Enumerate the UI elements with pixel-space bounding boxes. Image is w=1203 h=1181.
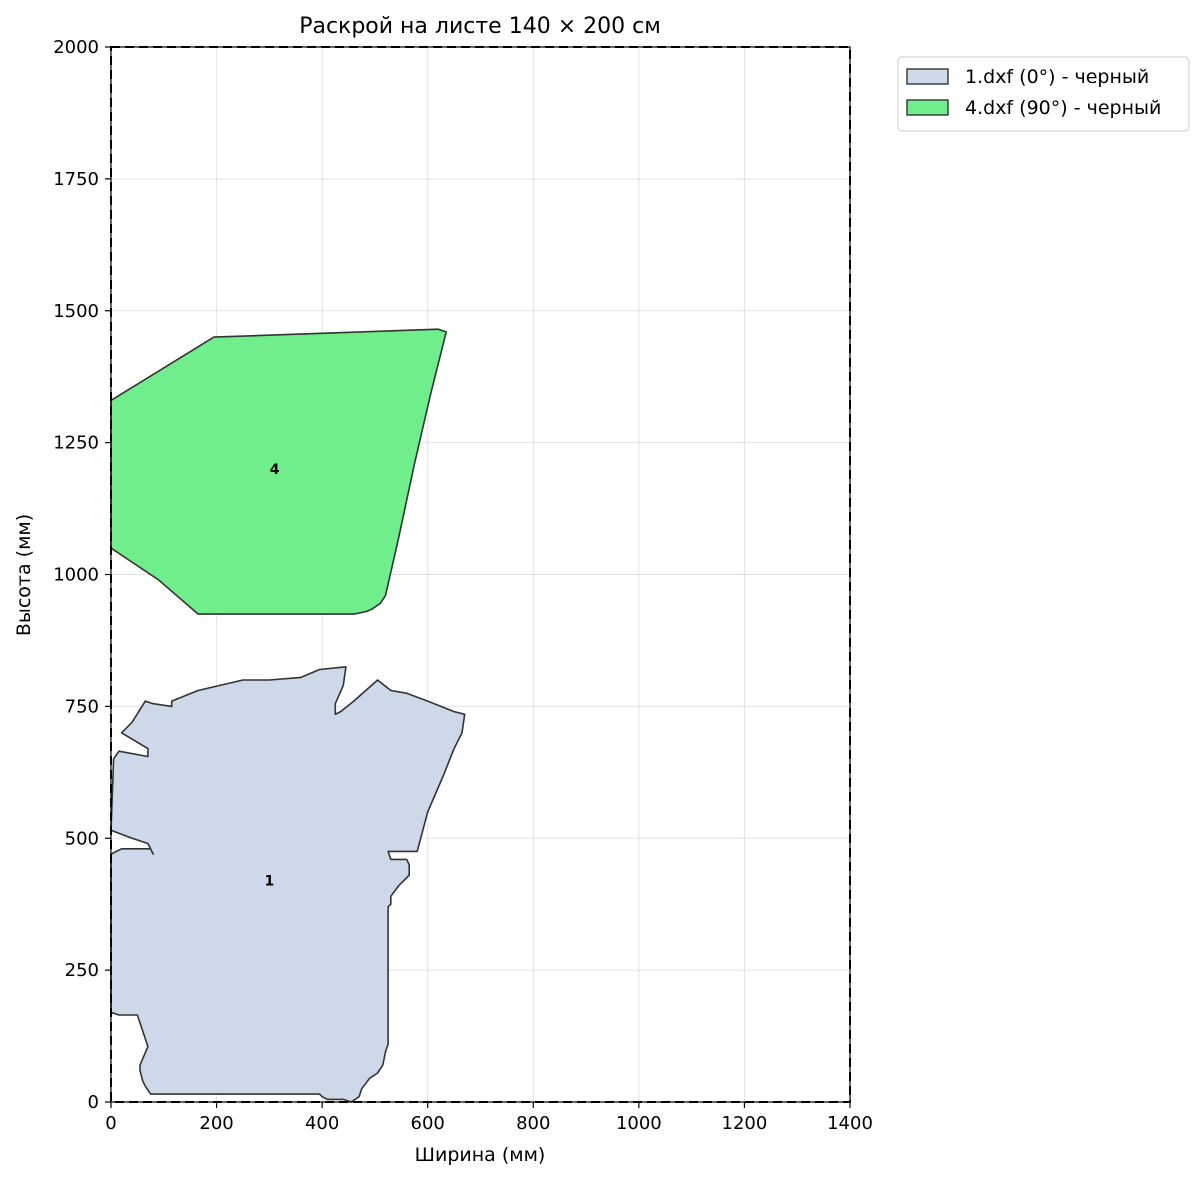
legend-swatch	[906, 68, 949, 85]
piece-label-1: 1	[264, 873, 274, 889]
x-tick-label: 600	[411, 1113, 445, 1134]
legend-swatch	[906, 99, 949, 116]
y-tick-label: 1750	[53, 169, 99, 190]
axes: 0 200 400 600 800 1000 1200 1400 0 250 500 750 1000 1…	[53, 37, 873, 1134]
x-tick-label: 0	[105, 1113, 116, 1134]
y-tick-label: 500	[65, 828, 99, 849]
piece-1	[110, 665, 466, 1103]
legend-entry: 4.dxf (90°) - черный	[965, 97, 1161, 119]
chart-title: Раскрой на листе 140 × 200 см	[299, 14, 661, 39]
piece-label-4: 4	[270, 462, 280, 478]
x-tick-label: 200	[199, 1113, 233, 1134]
x-tick-label: 800	[516, 1113, 550, 1134]
x-tick-label: 400	[305, 1113, 339, 1134]
legend: 1.dxf (0°) - черный 4.dxf (90°) - черный	[897, 56, 1190, 132]
y-tick-label: 250	[65, 960, 99, 981]
x-tick-label: 1200	[722, 1113, 768, 1134]
y-tick-label: 1250	[53, 433, 99, 454]
piece-4	[110, 328, 448, 615]
legend-box	[897, 56, 1190, 132]
pieces: 14	[110, 328, 466, 1103]
y-tick-label: 1500	[53, 301, 99, 322]
x-tick-label: 1000	[616, 1113, 662, 1134]
x-axis-label: Ширина (мм)	[415, 1144, 546, 1166]
y-tick-label: 0	[88, 1092, 99, 1113]
legend-entry: 1.dxf (0°) - черный	[965, 66, 1149, 88]
y-tick-label: 1000	[53, 565, 99, 586]
y-tick-label: 750	[65, 696, 99, 717]
y-tick-label: 2000	[53, 37, 99, 58]
x-tick-label: 1400	[827, 1113, 873, 1134]
y-axis-label: Высота (мм)	[13, 514, 35, 636]
